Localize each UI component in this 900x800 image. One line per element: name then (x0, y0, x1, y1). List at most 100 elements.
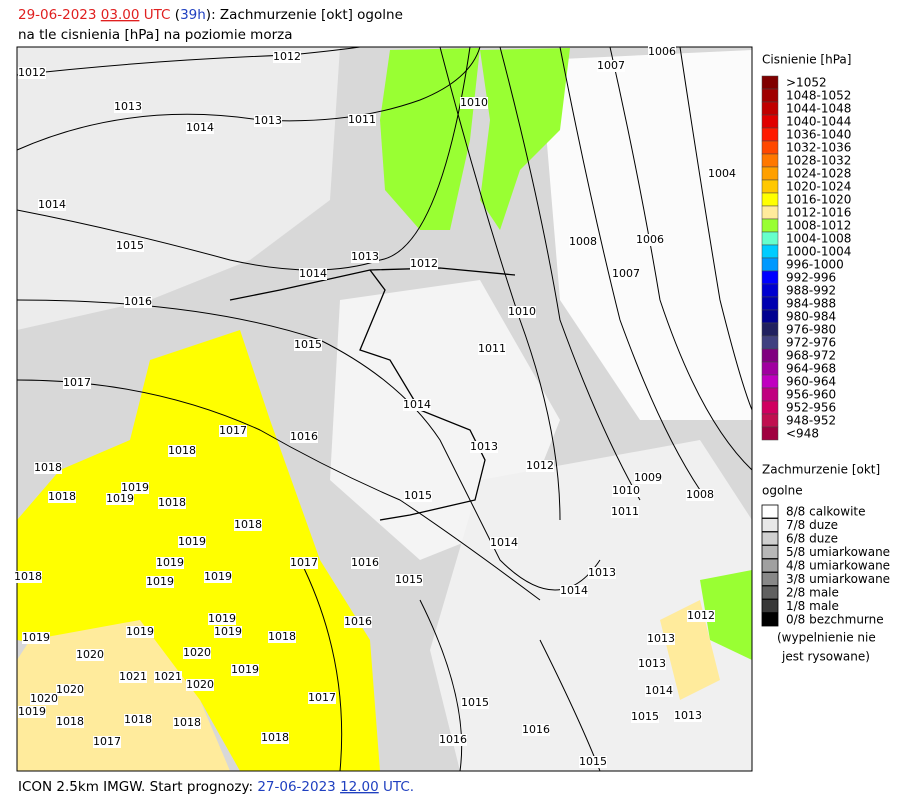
isobar-label: 1019 (208, 612, 236, 625)
isobar-label: 1020 (183, 646, 211, 659)
isobar-label-bg (638, 658, 666, 670)
legend-label: 980-984 (786, 310, 836, 324)
isobar-label-bg (18, 67, 46, 79)
legend-swatch (761, 400, 779, 415)
isobar-label: 1018 (234, 518, 262, 531)
legend-label: <948 (786, 427, 819, 441)
isobar-label: 1011 (348, 113, 376, 126)
isobar (419, 599, 463, 772)
isobar-label-bg (168, 445, 196, 457)
isobar (559, 46, 701, 491)
isobar-label: 1014 (560, 584, 588, 597)
isobar-label: 1010 (612, 484, 640, 497)
isobar-label: 1017 (308, 691, 336, 704)
legend-label: 992-996 (786, 271, 836, 285)
isobar-label: 1019 (204, 570, 232, 583)
legend-swatch (761, 387, 779, 402)
isobar-label-bg (146, 576, 174, 588)
header-line: 29-06-2023 03.00 UTC (39h): Zachmurzenie… (18, 7, 403, 23)
isobar-label-bg (18, 706, 46, 718)
legend-swatch (761, 88, 779, 103)
isobar-label-bg (631, 711, 659, 723)
legend-swatch (761, 101, 779, 116)
legend-swatch (761, 545, 779, 559)
isobar-label-bg (403, 399, 431, 411)
pressure-fill (480, 48, 570, 230)
isobar-label: 1018 (56, 715, 84, 728)
isobar-label: 1011 (478, 342, 506, 355)
pressure-fill (660, 600, 720, 700)
isobar-label: 1013 (588, 566, 616, 579)
paren: ): (206, 7, 216, 23)
legend-swatch (761, 413, 779, 428)
isobar-label: 1007 (597, 59, 625, 72)
legend-label: 1044-1048 (786, 102, 851, 116)
isobar-label-bg (183, 647, 211, 659)
legend-label: 1016-1020 (786, 193, 851, 207)
isobar-label-bg (351, 557, 379, 569)
isobar-label: 1013 (254, 114, 282, 127)
isobar-label-bg (119, 671, 147, 683)
isobar-label: 1019 (178, 535, 206, 548)
isobar-label-bg (76, 649, 104, 661)
isobar-label: 1014 (38, 198, 66, 211)
isobar-label: 1018 (34, 461, 62, 474)
isobar-label-bg (299, 268, 327, 280)
legend-label: 960-964 (786, 375, 836, 389)
isobar-label: 1021 (119, 670, 147, 683)
legend-label: 984-988 (786, 297, 836, 311)
legend-label: 1020-1024 (786, 180, 851, 194)
isobar-label: 1008 (686, 488, 714, 501)
legend-title: Cisnienie [hPa] (762, 53, 851, 67)
legend-swatch (761, 558, 779, 573)
isobar-label-bg (48, 491, 76, 503)
isobar-label-bg (268, 631, 296, 643)
isobar-label: 1013 (114, 100, 142, 113)
isobar-label: 1020 (56, 683, 84, 696)
title: Zachmurzenie [okt] ogolne (220, 7, 403, 23)
isobar-label: 1015 (631, 710, 659, 723)
legend-label: 1024-1028 (786, 167, 851, 181)
isobar-label: 1012 (410, 257, 438, 270)
isobar-label: 1015 (579, 755, 607, 768)
legend-label: 6/8 duze (786, 532, 838, 546)
isobar-label: 1018 (168, 444, 196, 457)
isobar-label-bg (687, 610, 715, 622)
legend-note: jest rysowane) (781, 650, 870, 664)
isobar-label: 1008 (569, 235, 597, 248)
paren: ( (175, 7, 180, 23)
isobar (679, 46, 753, 411)
isobar-label-bg (344, 616, 372, 628)
isobar-label: 1018 (261, 731, 289, 744)
subtitle: na tle cisnienia [hPa] na poziomie morza (18, 27, 293, 43)
isobar-label-bg (30, 693, 58, 705)
isobar-label-bg (648, 46, 676, 58)
legend-swatch (761, 309, 779, 324)
legend-label: 5/8 umiarkowane (786, 545, 890, 559)
legend-swatch (761, 179, 779, 194)
isobar-label: 1016 (124, 295, 152, 308)
legend-label: >1052 (786, 76, 827, 90)
isobar (16, 379, 541, 601)
legend-label: 1/8 male (786, 599, 839, 613)
isobar-label-bg (404, 490, 432, 502)
isobar-label-bg (508, 306, 536, 318)
isobar-label-bg (526, 460, 554, 472)
legend-swatch (761, 612, 779, 627)
isobar-label-bg (522, 724, 550, 736)
legend-swatch (761, 426, 779, 441)
isobar-label-bg (461, 697, 489, 709)
legend-swatch (761, 231, 779, 246)
legend-swatch (761, 531, 779, 546)
isobar-label-bg (34, 462, 62, 474)
isobar-label: 1006 (648, 45, 676, 58)
isobar-label: 1013 (351, 250, 379, 263)
isobar-label-bg (22, 632, 50, 644)
isobar-label: 1019 (156, 556, 184, 569)
isobar-label: 1004 (708, 167, 736, 180)
legend-swatch (761, 114, 779, 129)
legend-label: 956-960 (786, 388, 836, 402)
isobar-label-bg (460, 97, 488, 109)
isobar-label-bg (38, 199, 66, 211)
legend-swatch (761, 572, 779, 586)
